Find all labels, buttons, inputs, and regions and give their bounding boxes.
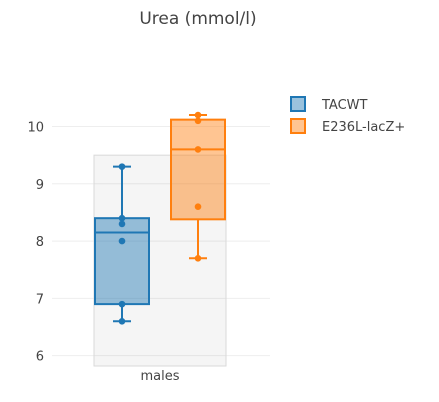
legend-item-0[interactable]: TACWT [290,96,368,113]
y-tick-label: 7 [36,292,44,307]
data-point [118,220,126,228]
data-point [194,117,202,125]
grid-layer [52,126,270,357]
legend-label: TACWT [321,98,368,113]
data-point [194,254,202,262]
legend-label: E236L-lacZ+ [322,120,405,135]
data-point [194,146,202,153]
data-point [194,203,202,211]
y-tick-label: 9 [36,178,44,193]
data-point [118,163,126,170]
box-series-0 [94,163,150,325]
legend-swatch [290,96,306,112]
box-iqr [94,217,150,306]
legend: TACWT E236L-lacZ+ [290,96,405,135]
box-series-1 [170,111,226,262]
chart-title: Urea (mmol/l) [139,9,256,29]
box-layer [94,111,226,325]
y-tick-label: 6 [36,350,44,365]
legend-swatch [290,118,306,134]
axis-layer: 6 7 8 9 10 males [27,121,179,384]
background-band-layer [93,154,227,367]
data-point [194,111,202,119]
data-point [118,318,126,325]
data-point [118,300,126,308]
y-tick-label: 10 [27,121,44,136]
x-tick-label: males [140,369,179,384]
background-band [93,154,227,367]
y-tick-label: 8 [36,235,44,250]
data-point [118,237,126,245]
data-point [118,214,126,222]
legend-item-1[interactable]: E236L-lacZ+ [290,118,405,135]
